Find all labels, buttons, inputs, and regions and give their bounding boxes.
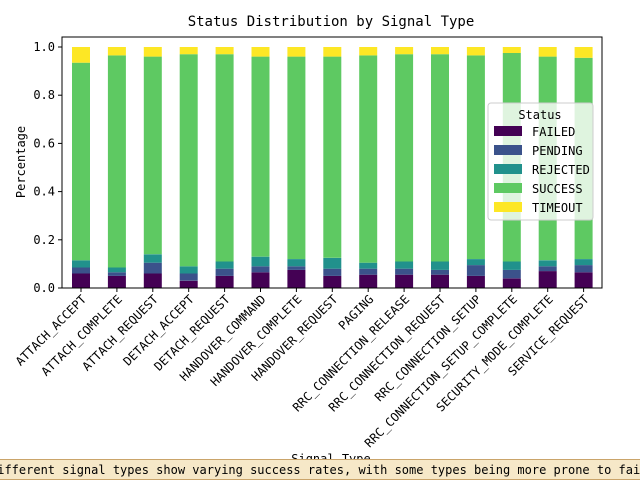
bar-segment-timeout-rrc-connection-setup <box>466 47 485 56</box>
bar-segment-timeout-handover-request <box>323 47 342 57</box>
bar-segment-rejected-detach-request <box>215 261 234 269</box>
bar-segment-success-detach-accept <box>179 54 198 267</box>
y-axis-label: Percentage <box>14 126 28 198</box>
legend-label-success: SUCCESS <box>532 182 583 196</box>
legend-swatch-rejected <box>494 164 522 174</box>
y-tick-label: 0.0 <box>33 281 55 295</box>
bar-segment-success-handover-complete <box>287 56 306 259</box>
legend-label-pending: PENDING <box>532 144 583 158</box>
legend-label-failed: FAILED <box>532 125 575 139</box>
bar-segment-timeout-rrc-connection-setup-complete <box>502 47 521 53</box>
bar-segment-success-attach-accept <box>72 62 90 261</box>
bar-segment-rejected-handover-complete <box>287 259 306 267</box>
bar-segment-rejected-detach-accept <box>179 266 198 274</box>
bar-segment-rejected-service-request <box>574 259 593 266</box>
bar-segment-pending-attach-complete <box>107 272 126 276</box>
y-tick-label: 0.2 <box>33 233 55 247</box>
bar-segment-success-rrc-connection-request <box>431 54 449 262</box>
bar-segment-failed-handover-command <box>251 272 270 288</box>
bar-segment-failed-detach-request <box>215 275 234 288</box>
bar-segment-pending-attach-accept <box>72 267 90 274</box>
legend-swatch-success <box>494 183 522 193</box>
legend-items: FAILED PENDING REJECTED SUCCESS TIMEOUT <box>494 125 590 215</box>
bar-segment-rejected-handover-command <box>251 256 270 267</box>
bar-segment-timeout-detach-request <box>215 47 234 55</box>
bar-segment-timeout-paging <box>359 47 378 56</box>
bar-segment-pending-handover-command <box>251 266 270 273</box>
bar-segment-rejected-paging <box>359 262 378 269</box>
bar-segment-failed-rrc-connection-setup <box>466 275 485 288</box>
bar-stacks <box>72 47 593 288</box>
bar-segment-timeout-service-request <box>574 47 593 58</box>
legend-label-rejected: REJECTED <box>532 163 590 177</box>
bar-segment-pending-detach-accept <box>179 273 198 281</box>
chart-caption: Different signal types show varying succ… <box>0 459 640 480</box>
bar-segment-timeout-handover-complete <box>287 47 306 57</box>
legend-swatch-timeout <box>494 202 522 212</box>
y-tick-label: 0.8 <box>33 88 55 102</box>
y-tick-label: 0.4 <box>33 185 55 199</box>
bar-segment-rejected-rrc-connection-request <box>431 261 449 270</box>
bar-segment-failed-security-mode-complete <box>538 271 557 288</box>
bar-segment-pending-detach-request <box>215 268 234 276</box>
bar-segment-failed-attach-request <box>143 273 162 288</box>
chart-title: Status Distribution by Signal Type <box>188 14 475 30</box>
bar-segment-success-paging <box>359 55 378 263</box>
bar-segment-failed-rrc-connection-setup-complete <box>502 278 521 288</box>
bar-segment-success-attach-complete <box>107 55 126 268</box>
bar-segment-pending-handover-request <box>323 268 342 276</box>
bar-segment-pending-service-request <box>574 265 593 273</box>
bar-segment-timeout-detach-accept <box>179 47 198 55</box>
bar-segment-rejected-security-mode-complete <box>538 260 557 267</box>
bar-segment-pending-paging <box>359 268 378 275</box>
y-axis: 0.0 0.2 0.4 0.6 0.8 1.0 <box>33 40 62 295</box>
bar-segment-pending-rrc-connection-setup-complete <box>502 269 521 279</box>
bar-segment-success-attach-request <box>143 56 162 255</box>
bar-segment-rejected-attach-complete <box>107 267 126 273</box>
bar-segment-rejected-attach-request <box>143 254 162 263</box>
bar-segment-pending-rrc-connection-release <box>395 268 414 275</box>
bar-segment-timeout-rrc-connection-release <box>395 47 414 55</box>
legend: Status FAILED PENDING REJECTED SUCCESS TIMEO… <box>487 102 594 221</box>
bar-segment-failed-handover-complete <box>287 269 306 288</box>
bar-segment-failed-attach-complete <box>107 275 126 288</box>
bar-segment-rejected-rrc-connection-release <box>395 261 414 269</box>
legend-swatch-failed <box>494 126 522 136</box>
bar-segment-timeout-handover-command <box>251 47 270 57</box>
bar-segment-timeout-attach-complete <box>107 47 126 56</box>
bar-segment-success-detach-request <box>215 54 234 262</box>
bar-segment-failed-attach-accept <box>72 273 90 288</box>
bar-segment-failed-paging <box>359 274 378 288</box>
bar-segment-pending-attach-request <box>143 262 162 274</box>
bar-segment-pending-rrc-connection-request <box>431 269 449 275</box>
legend-title: Status <box>518 108 561 122</box>
bar-segment-timeout-attach-request <box>143 47 162 57</box>
y-tick-label: 0.6 <box>33 136 55 150</box>
bar-segment-timeout-attach-accept <box>72 47 90 63</box>
legend-label-timeout: TIMEOUT <box>532 201 583 215</box>
bar-segment-success-handover-command <box>251 56 270 257</box>
bar-segment-timeout-security-mode-complete <box>538 47 557 57</box>
bar-segment-failed-rrc-connection-request <box>431 274 449 288</box>
bar-segment-pending-handover-complete <box>287 266 306 270</box>
bar-segment-success-rrc-connection-release <box>395 54 414 262</box>
bar-segment-success-rrc-connection-setup <box>466 55 485 260</box>
bar-segment-failed-handover-request <box>323 275 342 288</box>
bar-segment-success-handover-request <box>323 56 342 258</box>
bar-segment-timeout-rrc-connection-request <box>431 47 449 55</box>
bar-segment-pending-security-mode-complete <box>538 266 557 272</box>
bar-segment-rejected-rrc-connection-setup <box>466 259 485 266</box>
bar-segment-failed-rrc-connection-release <box>395 274 414 288</box>
bar-segment-rejected-attach-accept <box>72 260 90 268</box>
bar-segment-rejected-handover-request <box>323 257 342 269</box>
legend-swatch-pending <box>494 145 522 155</box>
bar-segment-failed-service-request <box>574 272 593 288</box>
y-tick-label: 1.0 <box>33 40 55 54</box>
bar-segment-rejected-rrc-connection-setup-complete <box>502 261 521 270</box>
bar-segment-pending-rrc-connection-setup <box>466 265 485 276</box>
bar-segment-failed-detach-accept <box>179 280 198 288</box>
x-axis: ATTACH_ACCEPTATTACH_COMPLETEATTACH_REQUE… <box>13 288 592 450</box>
